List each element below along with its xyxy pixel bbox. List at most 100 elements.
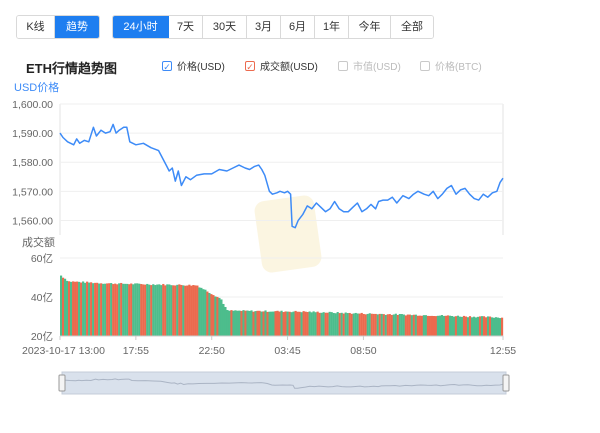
volume-bar (94, 282, 97, 336)
volume-bar (120, 282, 123, 336)
volume-bar (308, 311, 311, 336)
volume-bar (218, 297, 221, 336)
range-tab-6[interactable]: 今年 (349, 16, 391, 38)
volume-bar (364, 314, 367, 336)
volume-bar (204, 289, 207, 336)
volume-ylabel: 成交额 (22, 235, 55, 249)
checkbox-icon[interactable] (338, 60, 348, 71)
volume-bar (442, 315, 446, 336)
range-tab-0[interactable]: 24小时 (113, 16, 169, 38)
volume-bar (134, 283, 137, 336)
checkbox-icon[interactable] (420, 60, 430, 71)
price-line (59, 123, 504, 229)
volume-bar (82, 281, 85, 336)
volume-bar (166, 284, 169, 336)
volume-bar (470, 317, 474, 336)
legend-item-3[interactable]: 价格(BTC) (420, 58, 482, 73)
volume-bar (374, 313, 377, 336)
chart-type-tab-0[interactable]: K线 (17, 16, 55, 38)
volume-bar (352, 313, 355, 336)
volume-bar (60, 275, 63, 336)
volume-bar (106, 283, 109, 336)
navigator-line (61, 378, 507, 389)
volume-bar (396, 314, 399, 336)
volume-bar (366, 313, 369, 336)
volume-bar (294, 310, 297, 336)
volume-bar (402, 314, 405, 336)
volume-bar (190, 285, 193, 336)
volume-bar (344, 312, 347, 336)
navigator-handle-left[interactable] (58, 374, 66, 392)
legend-label: 价格(BTC) (435, 62, 482, 73)
checkbox-icon[interactable]: ✓ (245, 60, 255, 72)
volume-bar (194, 285, 197, 336)
volume-bar (484, 317, 488, 336)
volume-bar (490, 317, 494, 336)
volume-tick-label: 20亿 (31, 330, 53, 343)
volume-bar (482, 316, 486, 336)
volume-bar (172, 285, 175, 336)
volume-bar (272, 311, 275, 336)
volume-bar (98, 283, 101, 336)
volume-bar (178, 284, 181, 336)
volume-bar (318, 312, 321, 336)
volume-bar (494, 317, 498, 336)
volume-bar (276, 310, 279, 336)
volume-bar (414, 314, 417, 336)
volume-bar (410, 315, 413, 336)
volume-bar (250, 310, 253, 336)
volume-bar (168, 284, 171, 336)
volume-bar (394, 313, 397, 336)
price-tick-label: 1,600.00 (12, 99, 53, 111)
volume-bar (380, 313, 383, 336)
volume-bar (132, 284, 135, 336)
volume-bar (212, 295, 215, 336)
volume-bar (386, 314, 389, 336)
volume-bar (174, 285, 177, 336)
legend-item-2[interactable]: 市值(USD) (338, 58, 401, 73)
volume-bar (144, 284, 147, 336)
volume-bar (254, 311, 257, 336)
checkbox-icon[interactable]: ✓ (162, 60, 172, 72)
range-tab-7[interactable]: 全部 (391, 16, 433, 38)
volume-bar (162, 283, 165, 336)
volume-bar (214, 296, 217, 336)
volume-bar (302, 311, 305, 336)
volume-bar (468, 316, 472, 336)
navigator-handle-right[interactable] (502, 374, 510, 392)
volume-bar (268, 311, 271, 336)
volume-bar (160, 285, 163, 336)
legend-item-1[interactable]: ✓ 成交额(USD) (245, 58, 318, 73)
range-tab-4[interactable]: 6月 (281, 16, 315, 38)
volume-bar (128, 284, 131, 336)
volume-tick-label: 60亿 (31, 252, 53, 265)
volume-bar (186, 285, 189, 336)
volume-bar (426, 315, 429, 336)
volume-bar (488, 316, 492, 336)
volume-bar (180, 284, 183, 336)
volume-bar (428, 315, 431, 336)
x-tick-label: 03:45 (274, 345, 300, 357)
volume-bar (238, 310, 241, 336)
legend-item-0[interactable]: ✓ 价格(USD) (162, 58, 225, 73)
volume-bar (472, 316, 476, 336)
volume-bar (130, 283, 133, 336)
volume-bar (210, 294, 213, 336)
volume-bar (154, 285, 157, 336)
volume-bar (322, 312, 325, 336)
volume-bar (86, 281, 89, 336)
range-tab-5[interactable]: 1年 (315, 16, 349, 38)
volume-bar (338, 313, 341, 336)
volume-bar (112, 284, 115, 336)
range-tab-3[interactable]: 3月 (247, 16, 281, 38)
chart-type-tab-1[interactable]: 趋势 (55, 16, 99, 38)
range-tab-2[interactable]: 30天 (203, 16, 247, 38)
volume-bar (376, 314, 379, 336)
volume-bar (280, 310, 283, 336)
volume-bar (182, 285, 185, 336)
range-tab-1[interactable]: 7天 (169, 16, 203, 38)
volume-bar (406, 314, 409, 336)
volume-bar (496, 317, 500, 336)
volume-bar (234, 310, 237, 336)
volume-bar (224, 306, 227, 336)
